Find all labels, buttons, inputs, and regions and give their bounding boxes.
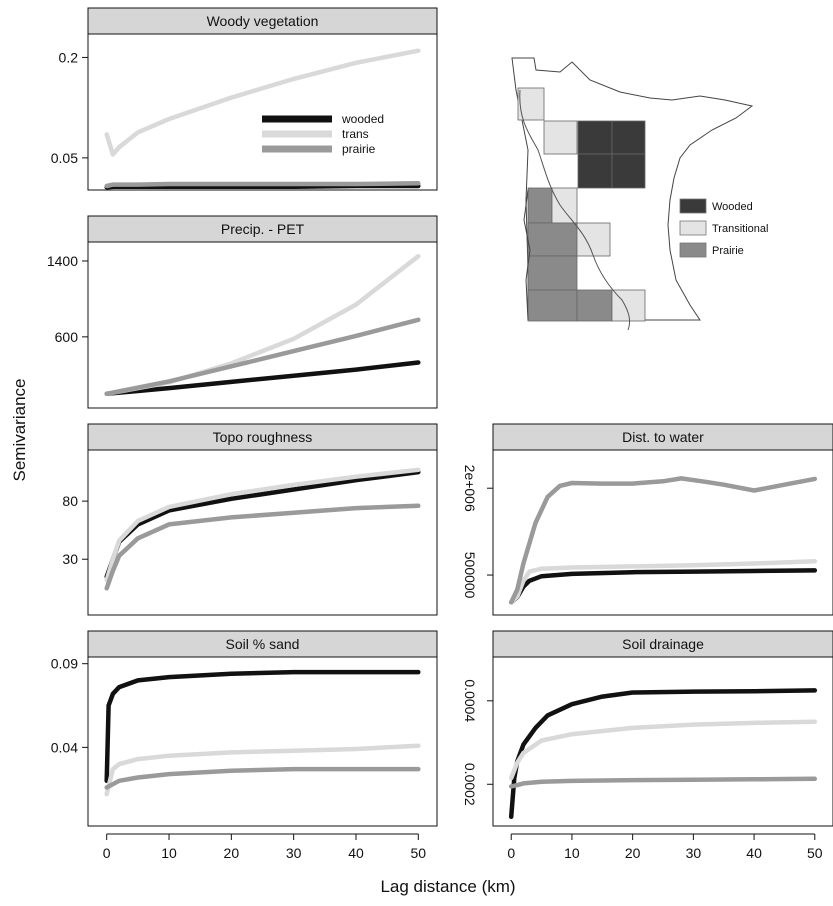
- western-border-line: [523, 189, 531, 321]
- panel-title: Dist. to water: [622, 429, 704, 445]
- y-tick-label: 0.0004: [462, 679, 478, 722]
- minnesota-map: Wooded Transitional Prairie: [511, 57, 768, 331]
- map-block: [543, 120, 578, 155]
- series-line-trans: [104, 743, 421, 797]
- plot-area: [87, 241, 438, 409]
- y-tick-label: 0.05: [51, 150, 78, 166]
- series-line-trans: [104, 467, 421, 583]
- panel-precip-pet: Precip. - PET 1400 600: [47, 215, 438, 409]
- series-line-trans: [508, 558, 818, 605]
- x-tick-label: 40: [348, 845, 364, 861]
- plot-area: [87, 656, 438, 827]
- legend-label-trans: trans: [342, 127, 369, 141]
- map-block: [551, 187, 578, 224]
- map-block: [576, 222, 611, 257]
- series-line-wooded: [104, 360, 421, 397]
- y-tick-label: 0.09: [51, 656, 78, 672]
- legend-label-prairie: prairie: [342, 142, 376, 156]
- map-legend-label: Prairie: [712, 245, 744, 257]
- map-block: [577, 153, 613, 189]
- x-axis-title: Lag distance (km): [380, 877, 515, 896]
- river-line: [519, 89, 631, 331]
- x-tick-label: 50: [411, 845, 427, 861]
- map-block: [577, 120, 613, 155]
- x-tick-label: 30: [286, 845, 302, 861]
- map-block: [611, 120, 646, 155]
- panel-header: [87, 423, 438, 451]
- panel-header: [492, 423, 833, 451]
- y-tick-label: 30: [62, 551, 78, 567]
- chart-panels: Woody vegetation 0.2 0.05 woodedtransprairi…: [47, 7, 833, 861]
- map-block: [576, 289, 613, 322]
- panel-soil-sand: Soil % sand 0.09 0.04 0 10 20 30 40 50: [51, 630, 438, 861]
- panel-title: Precip. - PET: [221, 221, 305, 237]
- map-legend-swatch: [679, 220, 707, 236]
- y-tick-label: 0.2: [59, 49, 79, 65]
- y-tick-label: 80: [62, 493, 78, 509]
- y-tick-label: 500000: [462, 552, 478, 599]
- map-legend: Wooded Transitional Prairie: [679, 198, 768, 258]
- panel-title: Topo roughness: [213, 429, 313, 445]
- map-block: [527, 222, 578, 257]
- x-tick-label: 0: [507, 845, 515, 861]
- y-tick-label: 0.0002: [462, 763, 478, 806]
- y-tick-label: 2e+006: [462, 465, 478, 512]
- y-axis-title: Semivariance: [10, 379, 29, 482]
- series-line-wooded: [104, 669, 421, 784]
- series-line-prairie: [104, 181, 421, 189]
- panel-header: [87, 7, 438, 35]
- series-line-prairie: [104, 317, 421, 397]
- panel-title: Woody vegetation: [207, 13, 319, 29]
- x-tick-label: 20: [224, 845, 240, 861]
- map-legend-label: Transitional: [712, 223, 768, 235]
- panel-topo-roughness: Topo roughness 80 30: [62, 423, 438, 616]
- map-legend-swatch: [679, 242, 707, 258]
- plot-area: [492, 449, 833, 616]
- y-tick-label: 1400: [47, 253, 78, 269]
- x-tick-label: 0: [103, 845, 111, 861]
- series-line-trans: [104, 48, 421, 157]
- series-line-trans: [508, 719, 818, 781]
- series-line-prairie: [104, 503, 421, 591]
- map-block: [517, 87, 545, 121]
- panel-title: Soil drainage: [622, 636, 704, 652]
- map-block: [527, 289, 578, 322]
- y-tick-label: 600: [55, 329, 79, 345]
- panel-soil-drainage: Soil drainage 0.0004 0.0002 0 10 20 30 40 50: [462, 630, 833, 861]
- plot-area: [492, 656, 833, 827]
- legend-label-wooded: wooded: [341, 112, 384, 126]
- x-tick-label: 30: [686, 845, 702, 861]
- panel-header: [87, 630, 438, 658]
- panel-header: [87, 215, 438, 243]
- x-tick-label: 40: [746, 845, 762, 861]
- map-legend-label: Wooded: [712, 201, 753, 213]
- panel-dist-to-water: Dist. to water 2e+006 500000: [462, 423, 833, 616]
- map-block: [611, 153, 646, 189]
- map-legend-swatch: [679, 198, 707, 214]
- x-tick-label: 20: [625, 845, 641, 861]
- map-block: [527, 187, 553, 224]
- series-line-prairie: [104, 766, 421, 790]
- panel-woody-vegetation: Woody vegetation 0.2 0.05 woodedtransprairi…: [51, 7, 438, 191]
- x-tick-label: 50: [807, 845, 823, 861]
- x-tick-label: 10: [564, 845, 580, 861]
- series-line-prairie: [508, 476, 818, 605]
- panel-title: Soil % sand: [226, 636, 300, 652]
- map-block: [527, 255, 578, 291]
- y-tick-label: 0.04: [51, 739, 78, 755]
- ecotone-blocks: [517, 87, 646, 322]
- series-line-prairie: [508, 776, 818, 789]
- x-tick-label: 10: [161, 845, 177, 861]
